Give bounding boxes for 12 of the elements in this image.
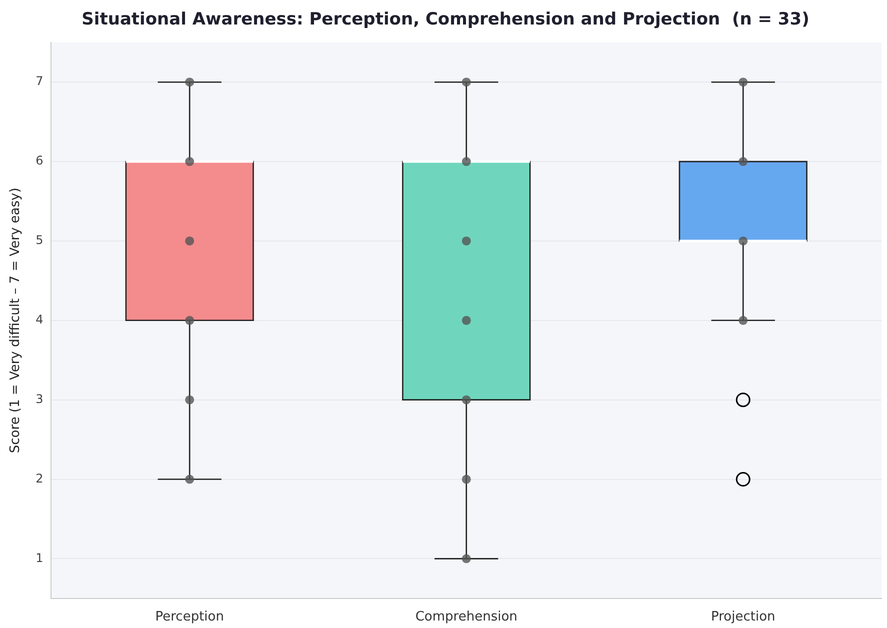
x-tick-label: Perception: [155, 610, 224, 625]
y-axis-title: Score (1 = Very difficult – 7 = Very easy): [8, 188, 24, 454]
y-tick-label: 7: [36, 74, 44, 88]
y-tick-label: 3: [36, 392, 44, 406]
y-tick-label: 1: [36, 550, 44, 565]
y-tick-label: 4: [36, 312, 44, 327]
chart-title: Situational Awareness: Perception, Comprehension and Projection (n = 33): [82, 10, 810, 30]
y-tick-label: 2: [36, 471, 44, 486]
y-tick-label: 6: [36, 154, 44, 168]
x-tick-label: Comprehension: [415, 610, 518, 625]
x-tick-label: Projection: [710, 610, 776, 625]
y-tick-label: 5: [36, 233, 44, 248]
